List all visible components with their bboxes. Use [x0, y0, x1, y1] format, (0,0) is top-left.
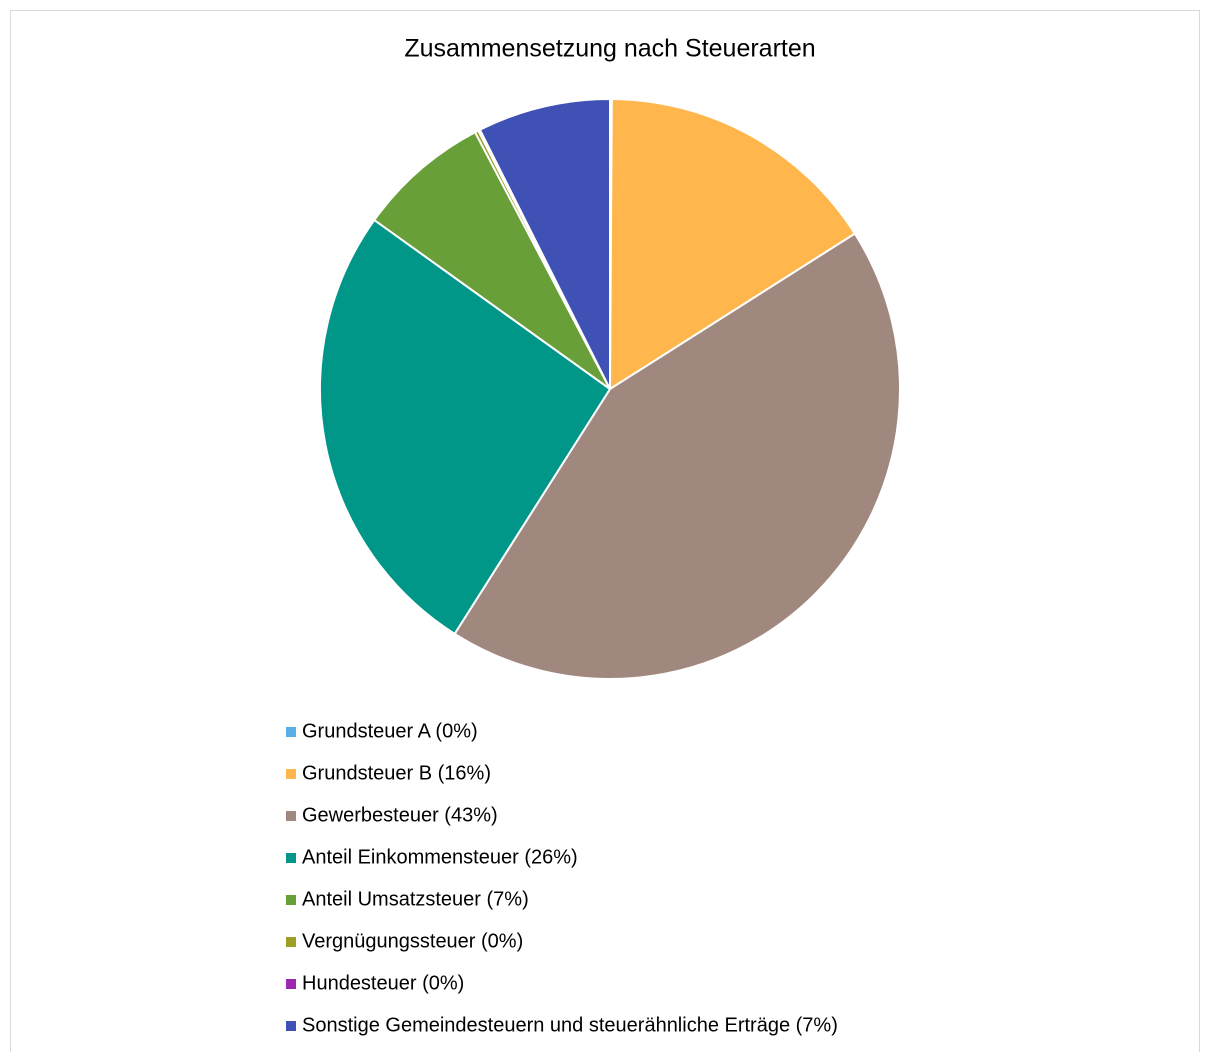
legend-label: Anteil Einkommensteuer (26%) — [302, 846, 578, 868]
legend-swatch — [286, 937, 296, 947]
legend-label: Anteil Umsatzsteuer (7%) — [302, 888, 529, 910]
legend-swatch — [286, 727, 296, 737]
legend-swatch — [286, 811, 296, 821]
legend-label: Vergnügungssteuer (0%) — [302, 930, 523, 952]
pie-slice — [319, 218, 612, 636]
legend-swatch — [286, 769, 296, 779]
legend-swatch — [286, 895, 296, 905]
legend-swatch — [286, 853, 296, 863]
pie-slice — [372, 130, 611, 390]
pie-slice — [453, 232, 901, 680]
legend-swatch — [286, 1021, 296, 1031]
pie-slice — [478, 97, 611, 390]
legend-label: Sonstige Gemeindesteuern und steuerähnli… — [302, 1014, 838, 1036]
legend-label: Hundesteuer (0%) — [302, 972, 464, 994]
pie-slice — [608, 97, 857, 391]
legend-label: Grundsteuer A (0%) — [302, 720, 478, 742]
legend-swatch — [286, 979, 296, 989]
legend-label: Gewerbesteuer (43%) — [302, 804, 498, 826]
chart-title: Zusammensetzung nach Steuerarten — [404, 35, 815, 63]
legend-label: Grundsteuer B (16%) — [302, 762, 491, 784]
